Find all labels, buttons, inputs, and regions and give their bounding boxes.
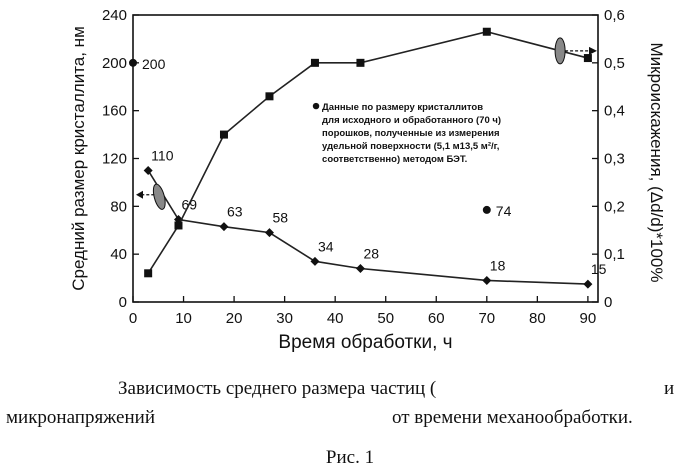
square-marker	[174, 221, 182, 229]
data-label: 28	[363, 246, 379, 262]
diamond-marker	[219, 222, 228, 231]
legend-line: соответственно) методом БЭТ.	[322, 154, 467, 165]
x-tick-label: 20	[226, 310, 243, 327]
data-label: 34	[318, 238, 334, 254]
figure-number: Рис. 1	[326, 447, 374, 468]
x-tick-label: 0	[129, 310, 137, 327]
series-line-right	[148, 32, 588, 274]
diamond-marker	[310, 257, 319, 266]
x-tick-label: 80	[529, 310, 546, 327]
x-tick-label: 60	[428, 310, 445, 327]
diamond-marker	[356, 264, 365, 273]
y-left-tick-label: 0	[119, 294, 127, 311]
bet-point-label: 200	[142, 56, 166, 72]
square-marker	[265, 92, 273, 100]
data-label: 15	[591, 261, 607, 277]
caption-line1-end: и	[664, 378, 674, 399]
y-right-tick-label: 0,6	[604, 7, 625, 24]
caption-line2-end: от времени механообработки.	[392, 407, 633, 428]
caption-line2-start: микронапряжений	[6, 407, 155, 428]
x-tick-label: 90	[580, 310, 597, 327]
diamond-marker	[144, 166, 153, 175]
legend-line: порошков, полученные из измерения	[322, 128, 499, 139]
x-tick-label: 10	[175, 310, 192, 327]
y-right-tick-label: 0	[604, 294, 612, 311]
y-left-tick-label: 160	[102, 103, 127, 120]
y-left-tick-label: 40	[110, 246, 127, 263]
y-left-tick-label: 120	[102, 151, 127, 168]
data-label: 63	[227, 204, 243, 220]
caption-line1-start: Зависимость среднего размера частиц (	[118, 378, 436, 399]
y-right-tick-label: 0,4	[604, 103, 625, 120]
x-tick-label: 50	[377, 310, 394, 327]
legend-line: удельной поверхности (5,1 м13,5 м²/г,	[322, 141, 499, 152]
data-label: 58	[272, 210, 288, 226]
legend-line: Данные по размеру кристаллитов	[322, 102, 483, 113]
legend-bullet	[313, 103, 319, 109]
y-right-tick-label: 0,1	[604, 246, 625, 263]
left-arrow-head	[136, 191, 143, 199]
x-tick-label: 40	[327, 310, 344, 327]
y-right-axis-title: Микроискажения, (Δd/d)*100%	[647, 42, 666, 282]
y-right-tick-label: 0,5	[604, 55, 625, 72]
y-left-axis-title: Средний размер кристаллита, нм	[69, 26, 88, 291]
square-marker	[584, 54, 592, 62]
bet-point-label: 74	[496, 203, 512, 219]
square-marker	[144, 269, 152, 277]
diamond-marker	[265, 228, 274, 237]
x-tick-label: 70	[478, 310, 495, 327]
diamond-marker	[482, 276, 491, 285]
y-right-tick-label: 0,2	[604, 198, 625, 215]
diamond-marker	[583, 280, 592, 289]
chart: 0 10 20 30 40 50 60 70 80 90 0 40 80 120 160 200 240 0 0,1…	[69, 7, 666, 353]
x-axis-title: Время обработки, ч	[278, 332, 452, 353]
y-left-tick-label: 80	[110, 198, 127, 215]
right-arrow-head	[589, 47, 597, 55]
y-left-tick-label: 240	[102, 7, 127, 24]
x-tick-label: 30	[276, 310, 293, 327]
legend-line: для исходного и обработанного (70 ч)	[322, 115, 501, 126]
square-marker	[311, 59, 319, 67]
data-label: 110	[151, 147, 174, 163]
bet-point	[483, 206, 491, 214]
series-line-left	[148, 170, 588, 284]
right-axis-pointer-oval	[555, 38, 565, 64]
bet-point	[129, 59, 137, 67]
y-right-tick-label: 0,3	[604, 151, 625, 168]
square-marker	[356, 59, 364, 67]
square-marker	[220, 131, 228, 139]
square-marker	[483, 28, 491, 36]
y-left-tick-label: 200	[102, 55, 127, 72]
data-label: 18	[490, 257, 506, 273]
